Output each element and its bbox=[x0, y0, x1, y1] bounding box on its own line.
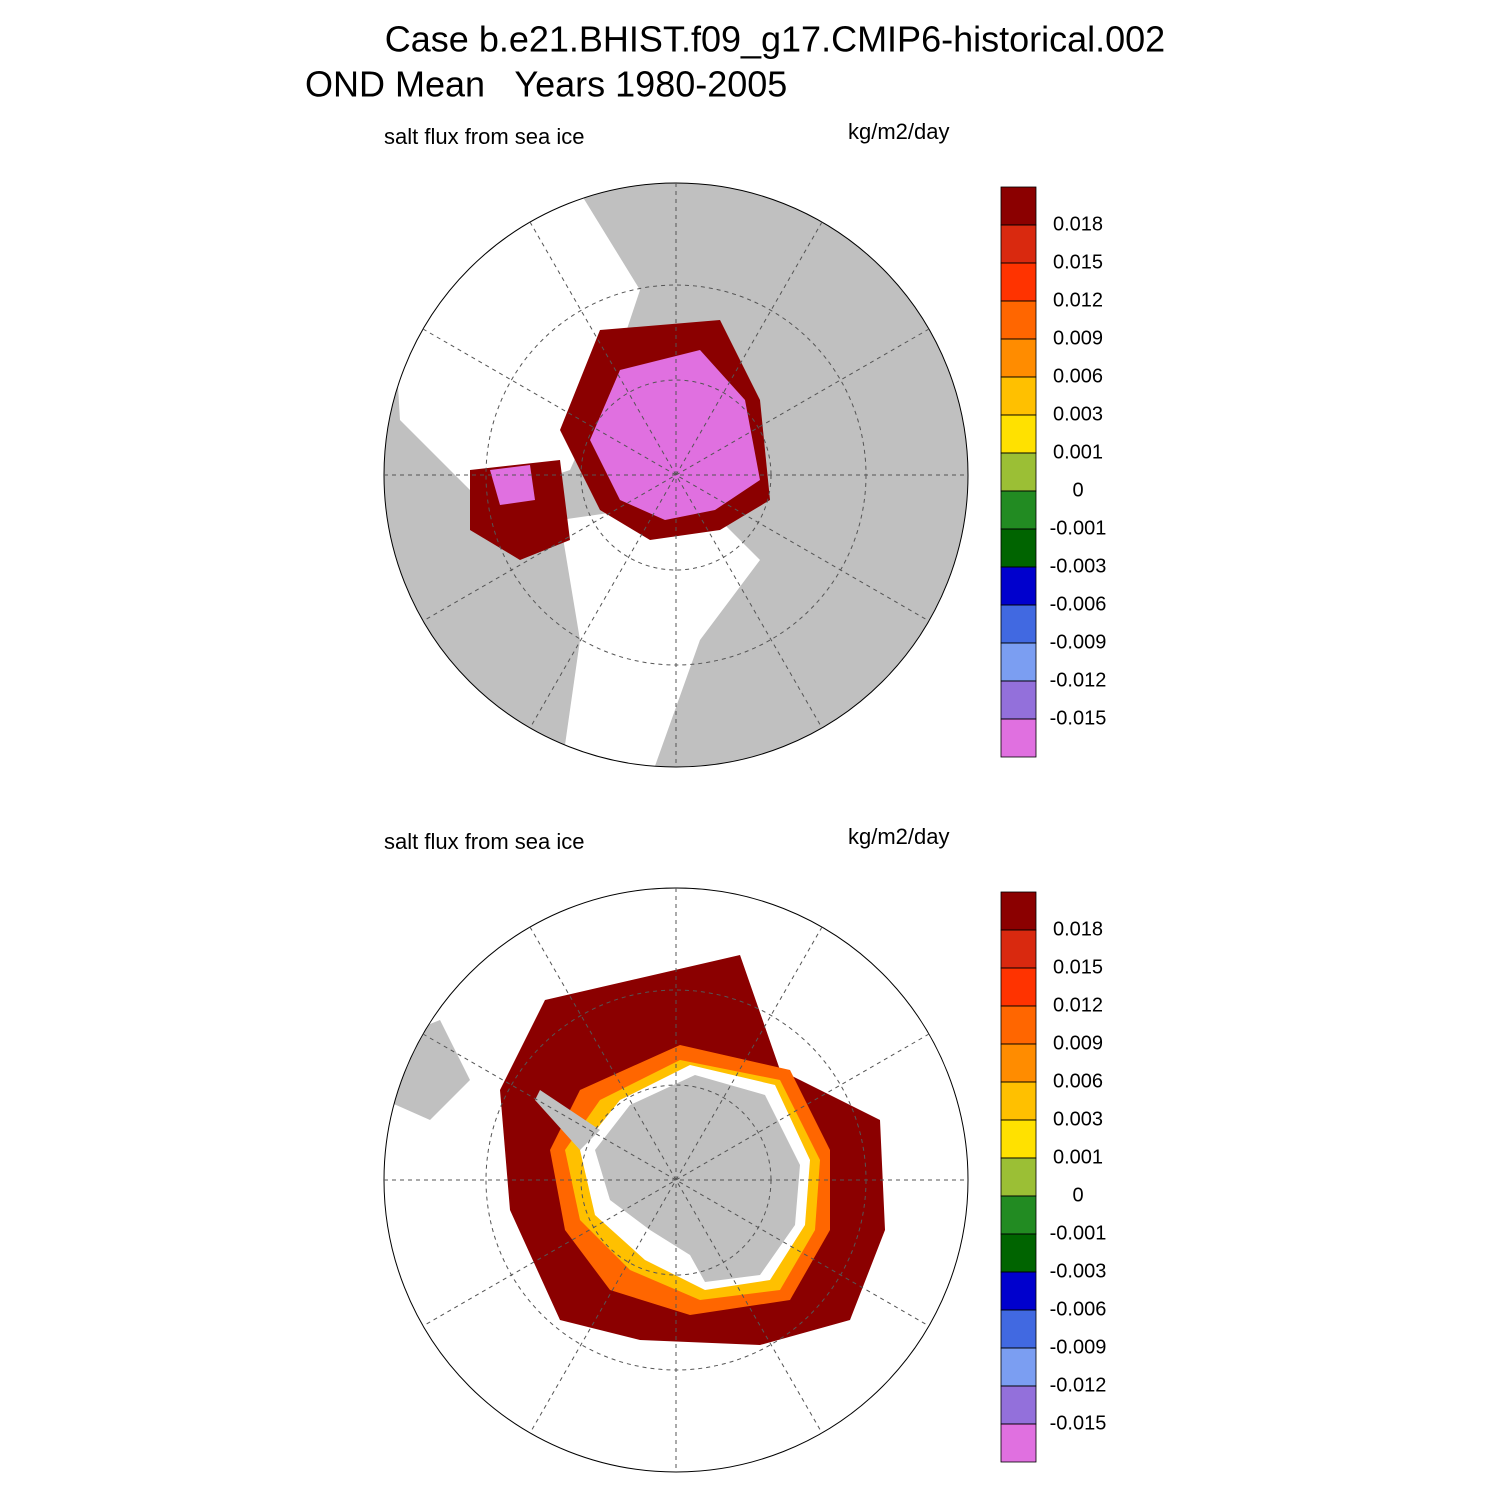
colorbar-label: -0.009 bbox=[1050, 1336, 1107, 1358]
colorbar-label: -0.012 bbox=[1050, 1374, 1107, 1396]
colorbar-box bbox=[1000, 680, 1037, 720]
colorbar-box bbox=[1000, 967, 1037, 1007]
colorbar-box bbox=[1000, 1233, 1037, 1273]
colorbar-label: -0.006 bbox=[1050, 1298, 1107, 1320]
colorbar-label: 0.012 bbox=[1053, 289, 1103, 311]
colorbar-label: 0.001 bbox=[1053, 441, 1103, 463]
colorbar-box bbox=[1000, 300, 1037, 340]
colorbar-label: 0.003 bbox=[1053, 1108, 1103, 1130]
colorbar-label: 0.006 bbox=[1053, 365, 1103, 387]
ocean bbox=[560, 500, 760, 767]
colorbar-box bbox=[1000, 604, 1037, 644]
colorbar-box bbox=[1000, 891, 1037, 931]
graticule bbox=[384, 183, 968, 767]
colorbar-box bbox=[1000, 186, 1037, 226]
panel-label: salt flux from sea ice bbox=[384, 829, 585, 854]
sea-ice bbox=[590, 350, 760, 520]
colorbar-label: 0.009 bbox=[1053, 1032, 1103, 1054]
colorbar-box bbox=[1000, 642, 1037, 682]
colorbar-label: 0.012 bbox=[1053, 994, 1103, 1016]
colorbar-label: 0.001 bbox=[1053, 1146, 1103, 1168]
colorbar-label: -0.009 bbox=[1050, 631, 1107, 653]
peninsula bbox=[535, 1090, 600, 1150]
colorbar-box bbox=[1000, 490, 1037, 530]
colorbar-label: -0.015 bbox=[1050, 1412, 1107, 1434]
colorbar-box bbox=[1000, 262, 1037, 302]
graticule bbox=[384, 888, 968, 1472]
colorbar-box bbox=[1000, 1005, 1037, 1045]
title: Case b.e21.BHIST.f09_g17.CMIP6-historica… bbox=[385, 19, 1165, 60]
colorbar-box bbox=[1000, 376, 1037, 416]
colorbar-label: 0.003 bbox=[1053, 403, 1103, 425]
colorbar-box bbox=[1000, 1043, 1037, 1083]
colorbar-box bbox=[1000, 1195, 1037, 1235]
colorbar-label: 0.006 bbox=[1053, 1070, 1103, 1092]
colorbar-box bbox=[1000, 452, 1037, 492]
colorbar-label: -0.003 bbox=[1050, 555, 1107, 577]
colorbar-label: 0.009 bbox=[1053, 327, 1103, 349]
colorbar-box bbox=[1000, 338, 1037, 378]
colorbar-label: 0 bbox=[1072, 479, 1083, 501]
colorbar-box bbox=[1000, 929, 1037, 969]
colorbar-label: -0.012 bbox=[1050, 669, 1107, 691]
colorbar-label: 0.018 bbox=[1053, 918, 1103, 940]
colorbar-label: 0 bbox=[1072, 1184, 1083, 1206]
panel-label: salt flux from sea ice bbox=[384, 124, 585, 149]
antarctica bbox=[595, 1075, 800, 1282]
colorbar-box bbox=[1000, 1271, 1037, 1311]
colorbar-box bbox=[1000, 414, 1037, 454]
panel-units: kg/m2/day bbox=[848, 824, 950, 849]
colorbar-label: -0.003 bbox=[1050, 1260, 1107, 1282]
colorbar-box bbox=[1000, 528, 1037, 568]
colorbar-box bbox=[1000, 718, 1037, 758]
colorbar-box bbox=[1000, 1309, 1037, 1349]
colorbar-box bbox=[1000, 1423, 1037, 1463]
colorbar-box bbox=[1000, 1385, 1037, 1425]
subtitle: OND Mean Years 1980-2005 bbox=[305, 64, 787, 105]
colorbar-label: -0.001 bbox=[1050, 517, 1107, 539]
colorbar-box bbox=[1000, 1119, 1037, 1159]
colorbar-box bbox=[1000, 566, 1037, 606]
colorbar-label: 0.015 bbox=[1053, 251, 1103, 273]
colorbar-box bbox=[1000, 224, 1037, 264]
colorbar-box bbox=[1000, 1081, 1037, 1121]
colorbar-box bbox=[1000, 1157, 1037, 1197]
colorbar-label: -0.001 bbox=[1050, 1222, 1107, 1244]
colorbar-label: 0.015 bbox=[1053, 956, 1103, 978]
colorbar-label: -0.006 bbox=[1050, 593, 1107, 615]
colorbar-box bbox=[1000, 1347, 1037, 1387]
colorbar-label: -0.015 bbox=[1050, 707, 1107, 729]
colorbar-label: 0.018 bbox=[1053, 213, 1103, 235]
panel-units: kg/m2/day bbox=[848, 119, 950, 144]
